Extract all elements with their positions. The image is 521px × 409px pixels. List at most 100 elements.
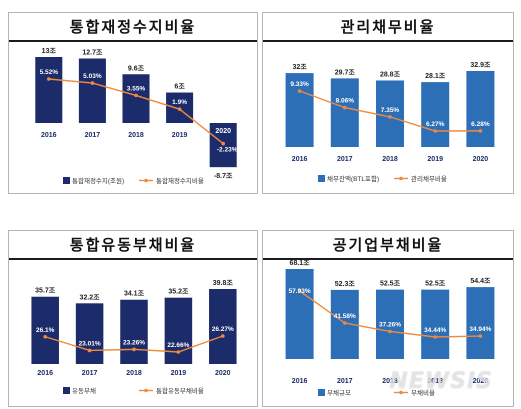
bar-value-label: 54.4조 bbox=[470, 277, 491, 285]
chart-fiscal-balance: 13조 12.7조 9.6조 6조 -8.7조 2016 2017 2018 2019 2020 5… bbox=[35, 47, 238, 185]
legend-swatch-line-marker bbox=[144, 388, 148, 393]
year-tick-label: 2020 bbox=[215, 370, 231, 377]
watermark: NEWSIS bbox=[389, 369, 493, 394]
bar-value-label: 6조 bbox=[174, 83, 185, 91]
bar bbox=[120, 299, 148, 364]
bar-value-label: 12.7조 bbox=[82, 49, 103, 57]
bar bbox=[35, 57, 63, 123]
chart-panel-public-enterprise-debt: 공기업부채비율 68.1조 52.3조 52.5조 52.5조 54.4조 2016 201… bbox=[262, 230, 514, 407]
line-value-label: -2.23% bbox=[217, 147, 238, 154]
legend-label-bar: 유동부채 bbox=[72, 387, 96, 395]
line-value-label: 26.27% bbox=[212, 326, 234, 333]
chart-managed-debt: 32조 29.7조 28.8조 28.1조 32.9조 2016 2017 2018 2019 2… bbox=[285, 61, 495, 183]
year-tick-label: 2020 bbox=[473, 156, 489, 163]
bar bbox=[31, 296, 59, 364]
legend-swatch-bar bbox=[63, 177, 70, 184]
line-point bbox=[388, 329, 392, 334]
year-tick-label: 2019 bbox=[171, 370, 187, 377]
line-value-label: 34.94% bbox=[469, 326, 491, 333]
bar bbox=[164, 297, 193, 364]
line-point bbox=[478, 334, 483, 338]
bar-value-label: 9.6조 bbox=[128, 64, 145, 72]
bar bbox=[330, 78, 359, 147]
legend-label-line: 부채비율 bbox=[411, 388, 435, 397]
year-tick-label: 2018 bbox=[382, 378, 398, 385]
chart-title: 관리채무비율 bbox=[340, 18, 436, 36]
line-value-label: 41.58% bbox=[334, 313, 356, 320]
bar bbox=[421, 289, 450, 359]
panel-header: 통합유동부채비율 bbox=[9, 231, 257, 260]
line-point bbox=[478, 129, 483, 133]
line-point bbox=[297, 289, 302, 293]
line-point bbox=[90, 81, 95, 85]
chart-title: 공기업부채비율 bbox=[332, 236, 444, 254]
line-point bbox=[343, 105, 347, 110]
line-point bbox=[177, 107, 182, 111]
year-tick-label: 2016 bbox=[41, 132, 57, 139]
year-tick-label: 2016 bbox=[292, 378, 308, 385]
chart-panel-integrated-fiscal-balance: 통합재정수지비율 13조 12.7조 9.6조 6조 -8.7조 2016 2017 2018… bbox=[8, 12, 258, 194]
bar bbox=[75, 303, 104, 364]
legend-label-bar: 채무잔액(BTL포함) bbox=[327, 174, 379, 183]
legend-label-bar: 부채규모 bbox=[327, 389, 351, 397]
line-point bbox=[221, 334, 225, 338]
panel-header: 관리채무비율 bbox=[263, 13, 513, 42]
bar bbox=[375, 80, 405, 147]
chart-title: 통합재정수지비율 bbox=[69, 18, 197, 36]
line-point bbox=[43, 334, 47, 339]
bar-value-label: 35.7조 bbox=[35, 287, 56, 295]
bar-value-label: 68.1조 bbox=[290, 259, 311, 267]
line-value-label: 1.9% bbox=[172, 99, 187, 106]
line-point bbox=[47, 77, 51, 81]
legend-label-line: 통합재정수지비율 bbox=[156, 176, 204, 185]
bar-value-label: 32.2조 bbox=[80, 293, 101, 301]
bar-value-label: 35.2조 bbox=[168, 288, 189, 296]
chart-current-liabilities: 35.7조 32.2조 34.1조 35.2조 39.8조 2016 2017 2018 201… bbox=[31, 279, 237, 395]
line-point bbox=[221, 141, 225, 146]
line-value-label: 6.28% bbox=[471, 121, 490, 128]
year-tick-label: 2017 bbox=[82, 370, 98, 377]
bar bbox=[466, 71, 495, 147]
chart-panel-managed-debt: 관리채무비율 32조 29.7조 28.8조 28.1조 32.9조 2016 2017 20… bbox=[262, 12, 514, 194]
line-value-label: 57.93% bbox=[289, 288, 311, 295]
line-value-label: 7.35% bbox=[381, 107, 400, 114]
bar bbox=[375, 289, 405, 359]
bar-value-label: 52.5조 bbox=[425, 280, 446, 288]
bar bbox=[78, 58, 106, 123]
bar-value-label: 34.1조 bbox=[124, 290, 145, 298]
line-value-label: 5.52% bbox=[40, 69, 59, 76]
bar-value-label: 28.8조 bbox=[380, 70, 401, 78]
line-value-label: 37.26% bbox=[379, 321, 401, 328]
chart-title: 통합유동부채비율 bbox=[69, 236, 197, 254]
bar-value-label: 29.7조 bbox=[335, 68, 356, 76]
line-point bbox=[343, 321, 347, 325]
line-value-label: 6.27% bbox=[426, 121, 445, 128]
bar-value-label: 13조 bbox=[42, 47, 57, 55]
bar-value-label: 32조 bbox=[292, 63, 307, 71]
bar-value-label: 32.9조 bbox=[470, 61, 491, 69]
bar-value-label: 39.8조 bbox=[213, 279, 234, 287]
year-tick-label: 2017 bbox=[85, 132, 101, 139]
line-point bbox=[297, 89, 302, 93]
line-value-label: 23.01% bbox=[79, 340, 101, 347]
legend-label-bar: 통합재정수지(조원) bbox=[72, 176, 124, 185]
legend-swatch-bar bbox=[63, 387, 70, 394]
bar-value-label: 28.1조 bbox=[425, 72, 446, 80]
year-tick-label: 2018 bbox=[382, 156, 398, 163]
panel-header: 공기업부채비율 bbox=[263, 231, 513, 260]
year-tick-label: 2020 bbox=[215, 128, 231, 135]
legend-swatch-line-marker bbox=[399, 390, 403, 395]
line-value-label: 8.06% bbox=[336, 98, 355, 105]
line-point bbox=[132, 347, 136, 352]
year-tick-label: 2016 bbox=[292, 156, 308, 163]
year-tick-label: 2017 bbox=[337, 378, 353, 385]
line-value-label: 26.1% bbox=[36, 327, 55, 334]
line-point bbox=[433, 129, 437, 133]
legend-swatch-bar bbox=[318, 389, 325, 396]
panel-header: 통합재정수지비율 bbox=[9, 13, 257, 42]
bar bbox=[421, 82, 450, 147]
year-tick-label: 2020 bbox=[473, 378, 489, 385]
year-tick-label: 2019 bbox=[427, 156, 443, 163]
line-value-label: 3.55% bbox=[127, 85, 146, 92]
legend-swatch-line-marker bbox=[144, 178, 148, 183]
